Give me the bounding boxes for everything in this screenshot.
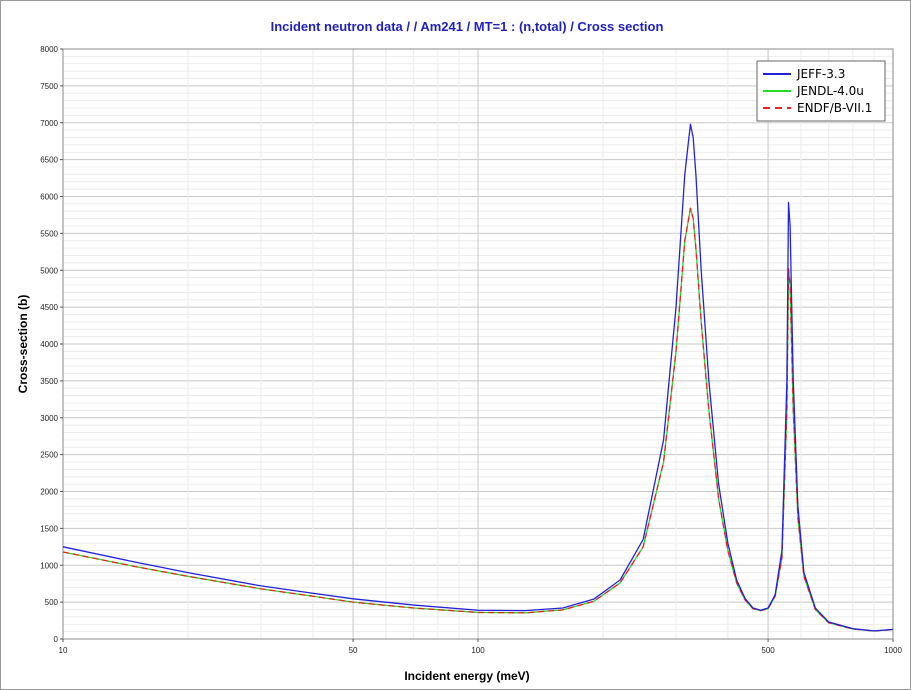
x-tick-label: 1000 — [884, 646, 902, 655]
y-tick-label: 3500 — [40, 377, 58, 386]
y-tick-label: 7500 — [40, 82, 58, 91]
y-tick-label: 8000 — [40, 45, 58, 54]
y-tick-label: 6000 — [40, 193, 58, 202]
grid — [62, 48, 894, 640]
y-tick-label: 500 — [45, 598, 59, 607]
series-line-jendl-4-0u — [62, 207, 894, 632]
x-tick-label: 500 — [761, 646, 775, 655]
y-tick-label: 3000 — [40, 414, 58, 423]
y-tick-label: 1000 — [40, 561, 58, 570]
series-lines — [62, 123, 894, 632]
y-tick-label: 4000 — [40, 340, 58, 349]
y-tick-label: 1500 — [40, 524, 58, 533]
y-tick-label: 6500 — [40, 156, 58, 165]
legend-label: JEFF-3.3 — [796, 67, 845, 81]
y-tick-label: 5000 — [40, 266, 58, 275]
legend: JEFF-3.3 JENDL-4.0u ENDF/B-VII.1 — [756, 60, 886, 122]
x-tick-label: 50 — [349, 646, 358, 655]
x-tick-label: 10 — [59, 646, 68, 655]
legend-label: JENDL-4.0u — [796, 84, 864, 98]
legend-label: ENDF/B-VII.1 — [797, 101, 872, 115]
y-tick-label: 0 — [54, 635, 59, 644]
y-tick-label: 2000 — [40, 488, 58, 497]
y-tick-label: 2500 — [40, 451, 58, 460]
x-tick-label: 100 — [471, 646, 485, 655]
y-axis-label: Cross-section (b) — [16, 295, 30, 394]
y-tick-label: 5500 — [40, 229, 58, 238]
y-tick-label: 7000 — [40, 119, 58, 128]
series-line-jeff-3-3 — [62, 123, 894, 632]
axis-ticks: 0 500 1000 1500 2000 2500 3000 3500 4000 4500 5000… — [40, 45, 902, 655]
chart-title: Incident neutron data / / Am241 / MT=1 :… — [271, 19, 664, 34]
x-axis-label: Incident energy (meV) — [404, 669, 529, 683]
y-tick-label: 4500 — [40, 303, 58, 312]
